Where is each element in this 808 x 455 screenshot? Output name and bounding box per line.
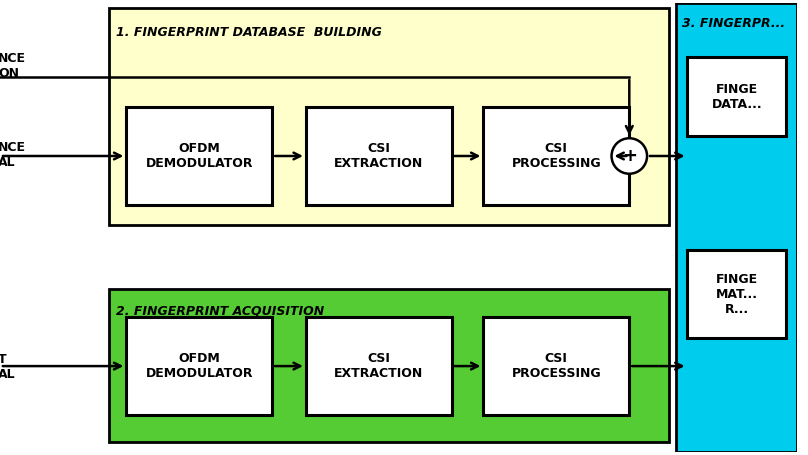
- Text: NCE
ON: NCE ON: [0, 52, 26, 81]
- Text: CSI
PROCESSING: CSI PROCESSING: [511, 352, 601, 380]
- Bar: [108, 8, 669, 225]
- Text: 1. FINGERPRINT DATABASE  BUILDING: 1. FINGERPRINT DATABASE BUILDING: [116, 26, 382, 39]
- Bar: [675, 3, 797, 452]
- Bar: [126, 106, 272, 205]
- Text: CSI
EXTRACTION: CSI EXTRACTION: [335, 352, 423, 380]
- Bar: [483, 106, 629, 205]
- Bar: [483, 317, 629, 415]
- Text: CSI
PROCESSING: CSI PROCESSING: [511, 142, 601, 170]
- Bar: [305, 317, 452, 415]
- Text: FINGE
DATA...: FINGE DATA...: [712, 83, 762, 111]
- Text: OFDM
DEMODULATOR: OFDM DEMODULATOR: [145, 352, 253, 380]
- Bar: [108, 289, 669, 442]
- Circle shape: [612, 138, 647, 174]
- Text: T
AL: T AL: [0, 353, 15, 381]
- Bar: [126, 317, 272, 415]
- Bar: [688, 250, 786, 339]
- Text: NCE
AL: NCE AL: [0, 141, 26, 169]
- Bar: [688, 57, 786, 136]
- Text: CSI
EXTRACTION: CSI EXTRACTION: [335, 142, 423, 170]
- Bar: [305, 106, 452, 205]
- Text: OFDM
DEMODULATOR: OFDM DEMODULATOR: [145, 142, 253, 170]
- Text: 2. FINGERPRINT ACQUISITION: 2. FINGERPRINT ACQUISITION: [116, 305, 325, 318]
- Text: 3. FINGERPR...: 3. FINGERPR...: [682, 17, 785, 30]
- Text: FINGE
MAT...
R...: FINGE MAT... R...: [716, 273, 758, 316]
- Text: +: +: [622, 147, 637, 165]
